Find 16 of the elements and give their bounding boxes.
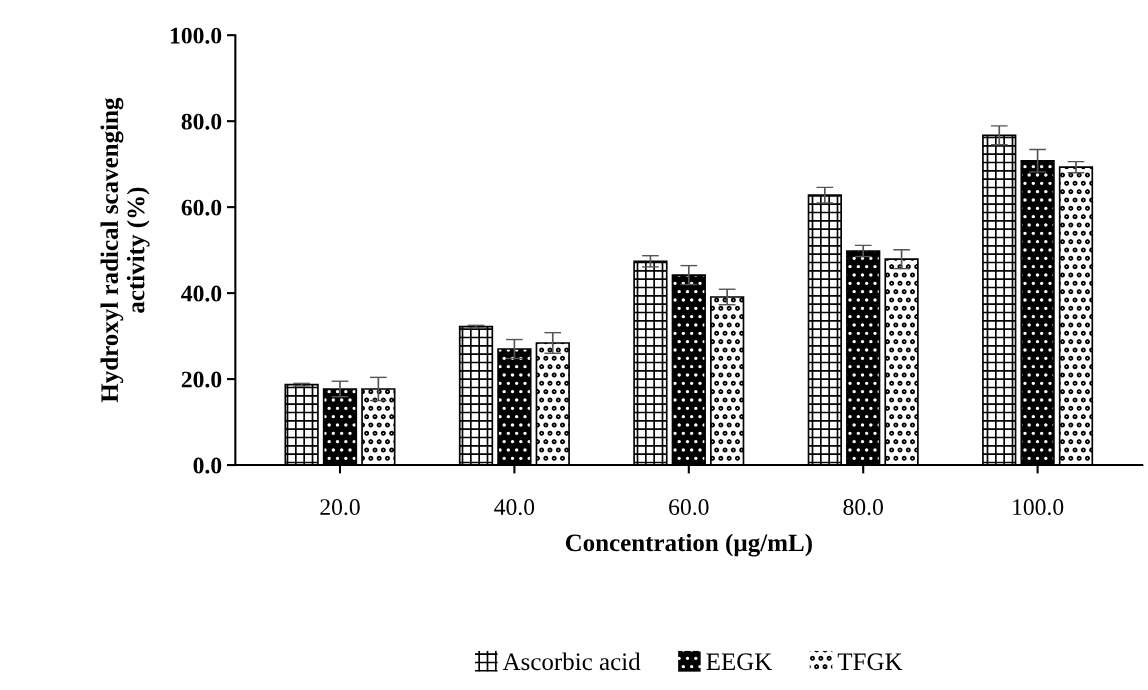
x-tick-label: 20.0 (320, 499, 360, 516)
y-tick-label: 80.0 (181, 113, 222, 130)
y-tick-label: 20.0 (181, 371, 222, 388)
x-axis-title: Concentration (µg/mL) (565, 533, 812, 557)
y-tick-label: 100.0 (170, 27, 222, 44)
x-tick-label: 60.0 (669, 499, 709, 516)
y-axis-title: Hydroxyl radical scavenging activity (%) (100, 97, 150, 403)
y-tick-label: 0.0 (193, 457, 222, 474)
legend-label: Ascorbic acid (502, 652, 641, 671)
y-tick-label: 60.0 (181, 199, 222, 216)
x-tick-label: 80.0 (843, 499, 883, 516)
x-tick-label: 40.0 (494, 499, 535, 516)
y-tick-label: 40.0 (181, 285, 222, 302)
legend-label: TFGK (837, 653, 903, 671)
legend-label: EEGK (706, 653, 773, 671)
x-tick-label: 100.0 (1013, 499, 1064, 516)
